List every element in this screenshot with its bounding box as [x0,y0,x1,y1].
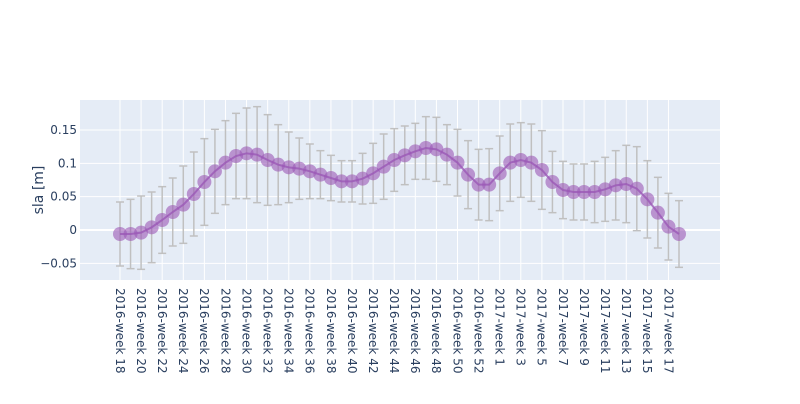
data-point [313,167,328,182]
x-tick-label: 2016-week 26 [197,288,211,373]
x-tick-label: 2016-week 46 [408,288,422,373]
data-point [534,163,549,177]
x-tick-label: 2016-week 50 [450,288,464,373]
data-point [429,142,444,157]
data-point [155,213,170,227]
x-tick-label: 2017-week 3 [514,288,528,366]
data-point [524,155,539,170]
x-tick-label: 2016-week 18 [113,288,127,373]
y-tick-label: 0 [69,223,77,237]
markers [113,141,686,241]
data-point [598,182,613,197]
data-point [439,147,454,162]
data-point [661,219,676,234]
data-point [587,185,602,199]
data-point [492,166,507,181]
data-point [418,141,433,155]
x-tick-label: 2016-week 28 [218,288,232,373]
x-tick-label: 2016-week 48 [429,288,443,373]
data-point [566,185,581,199]
data-point [408,144,423,159]
data-point [608,178,623,193]
x-tick-label: 2016-week 52 [471,288,485,373]
x-tick-label: 2016-week 42 [366,288,380,373]
data-point [239,146,254,161]
data-point [165,205,180,219]
data-point [292,161,307,176]
data-point [397,148,412,163]
x-tick-label: 2016-week 20 [134,288,148,373]
data-point [355,171,370,186]
data-point [229,149,244,163]
data-point [281,160,296,175]
data-point [302,164,317,179]
x-tick-label: 2017-week 7 [556,288,570,366]
data-point [134,225,149,240]
data-point [334,174,349,189]
data-point [650,205,665,220]
data-point [113,227,127,241]
data-point [186,187,201,201]
data-point [176,197,191,212]
data-point [323,171,338,185]
data-point [250,147,265,162]
y-tick-label: 0.15 [50,123,77,137]
x-tick-label: 2016-week 24 [176,288,190,373]
data-point [545,175,560,189]
data-point [144,220,159,235]
data-point [345,174,360,189]
data-point [461,167,476,182]
data-point [555,183,570,197]
data-point [271,157,286,172]
x-tick-label: 2017-week 15 [640,288,654,373]
data-point [577,185,592,199]
x-tick-label: 2016-week 30 [239,288,253,373]
x-tick-label: 2016-week 40 [345,288,359,373]
x-tick-labels: 2016-week 18 2016-week 20 2016-week 22 2016… [113,288,675,373]
x-tick-label: 2017-week 17 [661,288,675,373]
y-tick-label: −0.05 [40,256,77,270]
data-point [619,177,634,191]
data-point [450,155,465,170]
x-tick-label: 2017-week 5 [535,288,549,366]
x-tick-label: 2016-week 38 [324,288,338,373]
data-point [629,181,644,196]
data-point [513,153,528,167]
data-point [640,192,655,207]
data-point [471,177,486,192]
data-point [387,153,402,167]
data-point [260,153,275,167]
data-point [218,155,233,170]
data-point [672,227,686,241]
x-tick-label: 2017-week 9 [577,288,591,366]
x-tick-label: 2016-week 34 [282,288,296,373]
data-point [207,164,222,179]
y-tick-label: 0.05 [50,190,77,204]
x-tick-label: 2016-week 36 [303,288,317,373]
y-axis-label: sla [m] [31,166,47,215]
y-tick-labels: −0.05 0 0.05 0.1 0.15 [40,123,77,270]
x-tick-label: 2016-week 22 [155,288,169,373]
data-point [366,166,381,181]
data-point [197,175,212,189]
y-tick-label: 0.1 [58,156,77,170]
x-tick-label: 2017-week 1 [492,288,506,366]
data-point [376,159,391,174]
x-tick-label: 2016-week 32 [260,288,274,373]
data-point [482,177,497,192]
data-point [503,155,518,170]
data-point [123,227,138,241]
x-tick-label: 2017-week 11 [598,288,612,373]
x-tick-label: 2017-week 13 [619,288,633,373]
x-tick-label: 2016-week 44 [387,288,401,373]
